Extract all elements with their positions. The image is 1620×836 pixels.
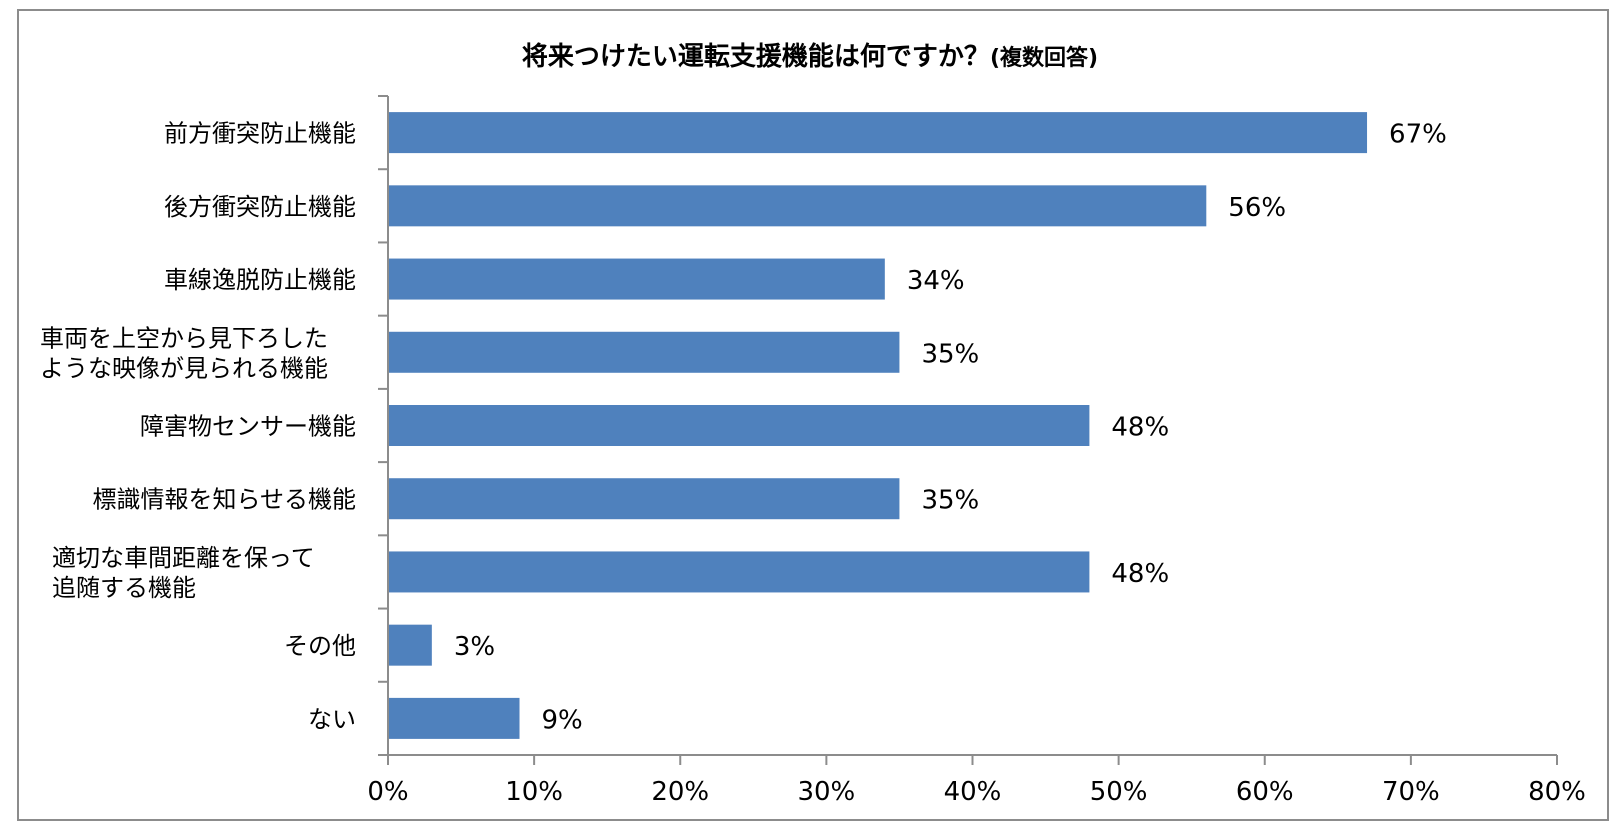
- x-tick-label: 40%: [944, 777, 1002, 807]
- category-label: その他: [284, 632, 356, 660]
- category-label: ない: [308, 705, 356, 733]
- bar: [389, 258, 885, 300]
- bar: [389, 185, 1207, 227]
- title-main: 将来つけたい運転支援機能は何ですか？: [521, 42, 990, 72]
- category-label: 車両を上空から見下ろした: [40, 324, 328, 352]
- x-tick-label: 80%: [1528, 777, 1586, 807]
- chart-title: 将来つけたい運転支援機能は何ですか？(複数回答): [0, 36, 1620, 73]
- bar: [389, 551, 1090, 593]
- category-label: 後方衝突防止機能: [164, 193, 356, 221]
- category-label: ような映像が見られる機能: [40, 354, 328, 382]
- x-tick-label: 20%: [651, 777, 709, 807]
- data-label: 35%: [921, 486, 979, 516]
- x-tick-label: 50%: [1090, 777, 1148, 807]
- data-label: 35%: [921, 339, 979, 369]
- category-label: 追随する機能: [52, 574, 196, 602]
- category-label: 前方衝突防止機能: [164, 120, 356, 148]
- category-label: 車線逸脱防止機能: [164, 266, 356, 294]
- data-label: 3%: [454, 632, 495, 662]
- bar: [389, 697, 520, 739]
- category-label: 適切な車間距離を保って: [52, 544, 315, 572]
- bar: [389, 405, 1090, 446]
- x-tick-label: 10%: [505, 777, 563, 807]
- x-tick-label: 60%: [1236, 777, 1294, 807]
- bar: [389, 331, 900, 373]
- data-label: 48%: [1111, 413, 1169, 443]
- x-tick-label: 30%: [797, 777, 855, 807]
- category-label: 標識情報を知らせる機能: [92, 486, 356, 514]
- bar: [389, 112, 1368, 154]
- bar: [389, 624, 432, 666]
- x-tick-label: 70%: [1382, 777, 1440, 807]
- data-label: 34%: [907, 266, 965, 296]
- data-label: 67%: [1389, 120, 1447, 150]
- bar: [389, 478, 900, 520]
- data-label: 56%: [1228, 193, 1286, 223]
- data-label: 48%: [1111, 559, 1169, 589]
- x-tick-label: 0%: [367, 777, 408, 807]
- category-label: 障害物センサー機能: [140, 413, 356, 441]
- title-sub: (複数回答): [989, 46, 1099, 71]
- data-label: 9%: [542, 705, 583, 735]
- chart-frame: [17, 9, 1609, 821]
